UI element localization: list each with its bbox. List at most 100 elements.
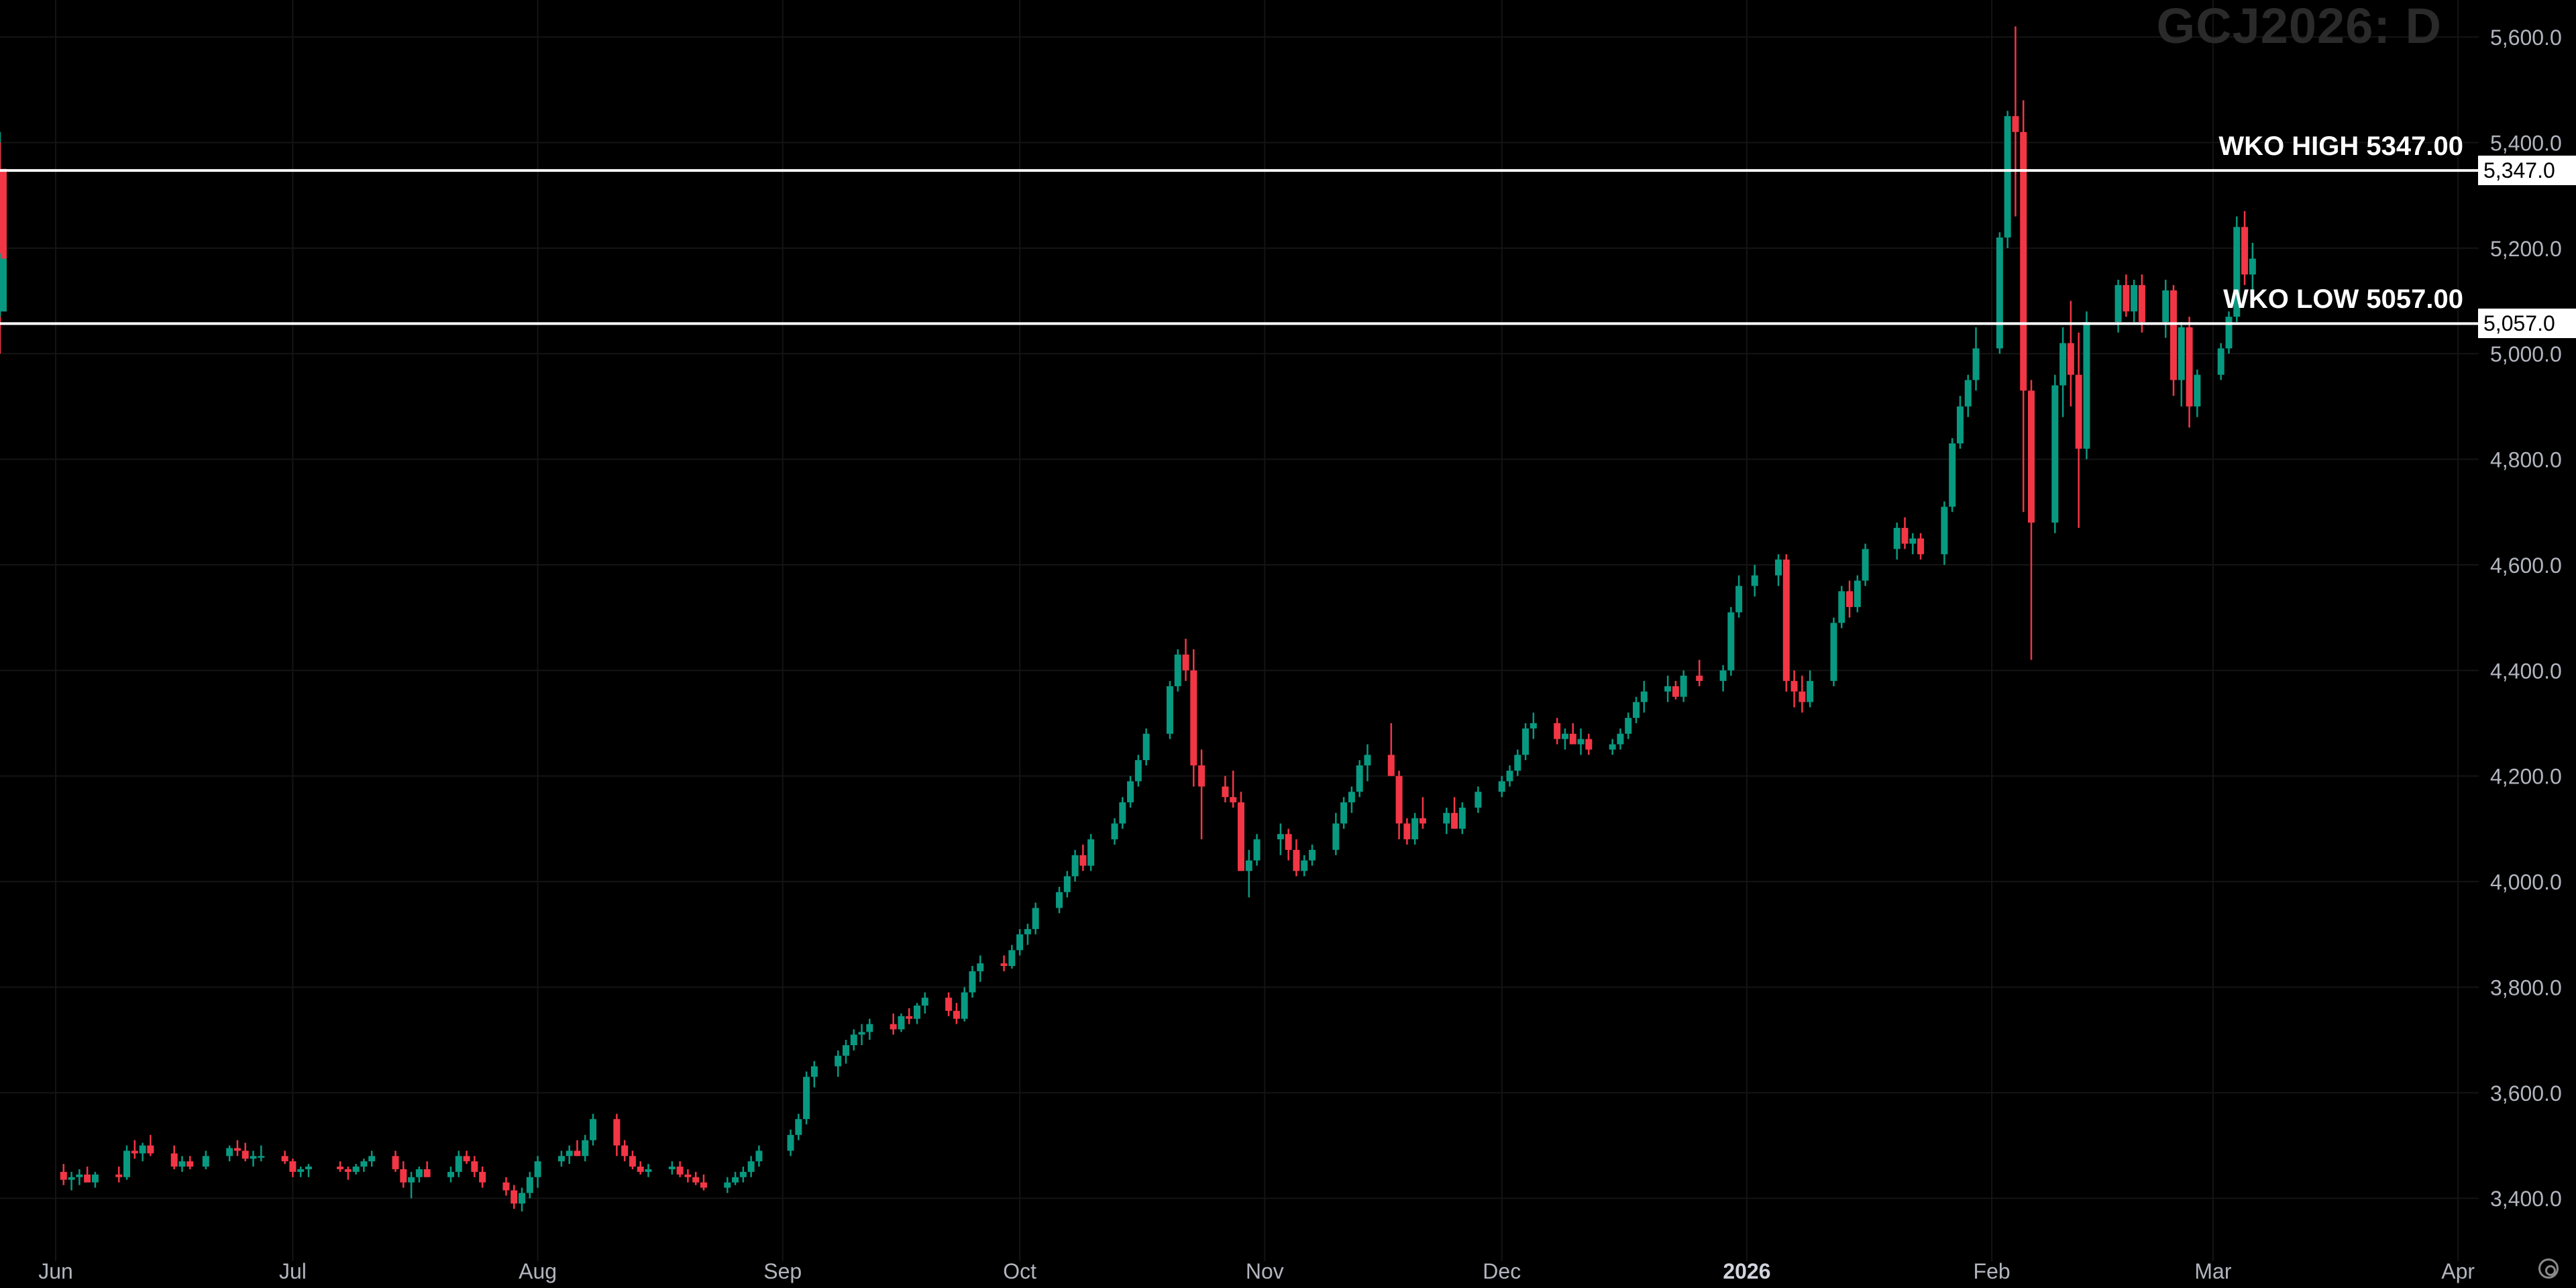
candle-up[interactable] xyxy=(139,1142,146,1162)
candle-up[interactable] xyxy=(1301,855,1308,877)
candle-up[interactable] xyxy=(297,1167,305,1177)
candle-up[interactable] xyxy=(1625,712,1632,739)
candle-down[interactable] xyxy=(479,1167,486,1188)
candle-up[interactable] xyxy=(202,1150,209,1169)
candle-down[interactable] xyxy=(2028,380,2035,660)
candle-up[interactable] xyxy=(1529,712,1537,739)
candle-up[interactable] xyxy=(2083,311,2090,460)
candle-down[interactable] xyxy=(2075,332,2082,528)
candle-up[interactable] xyxy=(1561,728,1568,750)
candle-up[interactable] xyxy=(0,253,7,317)
candle-up[interactable] xyxy=(1443,807,1450,835)
candle-up[interactable] xyxy=(2004,111,2011,248)
candle-down[interactable] xyxy=(1790,670,1798,708)
candle-up[interactable] xyxy=(914,1003,921,1024)
level-layer[interactable] xyxy=(0,169,2479,325)
candle-up[interactable] xyxy=(795,1114,802,1140)
candle-up[interactable] xyxy=(2178,322,2185,407)
candle-down[interactable] xyxy=(1079,845,1087,871)
candle-down[interactable] xyxy=(1198,749,1205,840)
candle-up[interactable] xyxy=(1119,797,1126,829)
candle-up[interactable] xyxy=(368,1150,376,1167)
candle-down[interactable] xyxy=(60,1164,67,1185)
candle-down[interactable] xyxy=(115,1167,123,1183)
candle-down[interactable] xyxy=(1672,681,1679,700)
candle-up[interactable] xyxy=(898,1013,905,1032)
candle-up[interactable] xyxy=(2131,280,2138,322)
candle-up[interactable] xyxy=(2194,369,2201,417)
candle-down[interactable] xyxy=(2067,301,2074,407)
candle-up[interactable] xyxy=(1348,786,1355,813)
candle-up[interactable] xyxy=(250,1150,257,1167)
candle-up[interactable] xyxy=(1577,728,1585,755)
candle-up[interactable] xyxy=(2217,343,2224,380)
candle-up[interactable] xyxy=(408,1171,415,1199)
candle-up[interactable] xyxy=(1111,818,1118,845)
candle-up[interactable] xyxy=(755,1145,763,1167)
candle-down[interactable] xyxy=(1000,955,1008,971)
candle-up[interactable] xyxy=(1830,617,1837,686)
candle-up[interactable] xyxy=(1474,786,1482,813)
candle-up[interactable] xyxy=(1633,696,1640,724)
candle-down[interactable] xyxy=(1917,533,1925,560)
candle-up[interactable] xyxy=(1996,232,2003,354)
candle-down[interactable] xyxy=(502,1177,510,1196)
candle-down[interactable] xyxy=(392,1150,399,1172)
candle-up[interactable] xyxy=(977,955,984,982)
candle-up[interactable] xyxy=(1735,575,1743,618)
candle-up[interactable] xyxy=(787,1129,794,1157)
candle-up[interactable] xyxy=(258,1145,265,1162)
candle-down[interactable] xyxy=(676,1161,684,1177)
candle-up[interactable] xyxy=(1941,501,1948,565)
candle-up[interactable] xyxy=(732,1171,739,1185)
candle-down[interactable] xyxy=(629,1150,636,1169)
candle-down[interactable] xyxy=(84,1167,91,1183)
candle-down[interactable] xyxy=(471,1156,478,1177)
candle-up[interactable] xyxy=(455,1150,462,1177)
candle-up[interactable] xyxy=(2059,327,2067,417)
candle-up[interactable] xyxy=(2162,280,2169,338)
candle-up[interactable] xyxy=(747,1156,755,1177)
candle-down[interactable] xyxy=(1230,770,1237,808)
candle-up[interactable] xyxy=(1862,543,1869,586)
candle-up[interactable] xyxy=(1166,681,1173,739)
candle-down[interactable] xyxy=(1799,676,1806,713)
candle-down[interactable] xyxy=(186,1156,194,1169)
candle-down[interactable] xyxy=(241,1142,249,1162)
candle-up[interactable] xyxy=(2051,374,2059,533)
candle-up[interactable] xyxy=(1056,886,1063,914)
candle-up[interactable] xyxy=(1838,586,1845,629)
candle-up[interactable] xyxy=(1949,438,1956,513)
candle-up[interactable] xyxy=(305,1164,312,1177)
candle-down[interactable] xyxy=(1569,723,1576,745)
candle-up[interactable] xyxy=(1142,728,1150,765)
candle-down[interactable] xyxy=(2241,211,2249,285)
candle-down[interactable] xyxy=(337,1161,344,1172)
candle-up[interactable] xyxy=(1024,924,1031,945)
candle-up[interactable] xyxy=(1617,728,1624,750)
candle-up[interactable] xyxy=(1063,871,1071,898)
candle-down[interactable] xyxy=(2020,100,2027,513)
candle-up[interactable] xyxy=(1016,928,1024,956)
candle-down[interactable] xyxy=(692,1171,700,1185)
candle-up[interactable] xyxy=(1807,670,1814,708)
candle-down[interactable] xyxy=(1387,723,1395,776)
candle-up[interactable] xyxy=(1127,775,1134,808)
candle-down[interactable] xyxy=(1696,659,1703,686)
candle-down[interactable] xyxy=(1238,792,1244,871)
candle-up[interactable] xyxy=(1956,396,1964,449)
candle-up[interactable] xyxy=(1364,744,1371,782)
candle-down[interactable] xyxy=(1285,828,1292,861)
candle-down[interactable] xyxy=(1222,775,1229,803)
candle-up[interactable] xyxy=(961,987,968,1022)
candle-down[interactable] xyxy=(637,1161,644,1175)
candle-up[interactable] xyxy=(866,1018,873,1040)
candle-up[interactable] xyxy=(1640,681,1648,713)
candle-down[interactable] xyxy=(700,1174,707,1191)
candle-up[interactable] xyxy=(1332,812,1340,855)
candle-up[interactable] xyxy=(1751,564,1758,597)
candle-up[interactable] xyxy=(415,1167,423,1183)
candle-down[interactable] xyxy=(1395,770,1403,840)
candle-up[interactable] xyxy=(1680,670,1687,702)
